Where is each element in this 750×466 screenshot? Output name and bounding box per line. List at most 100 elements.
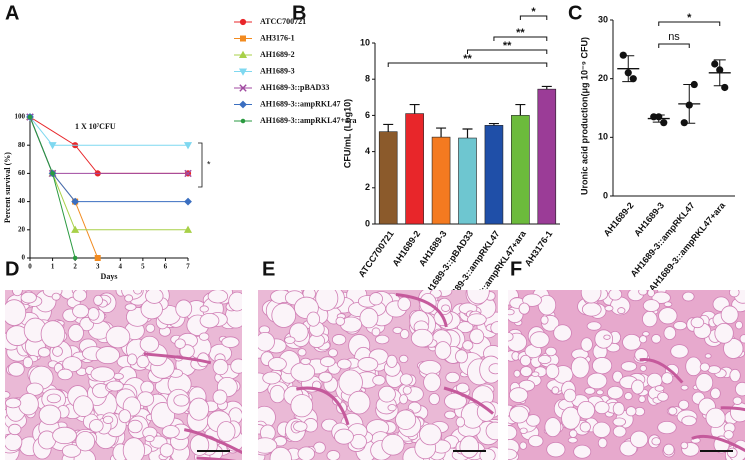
- alveolus: [469, 328, 485, 345]
- alveolus: [668, 406, 678, 416]
- alveolus: [5, 397, 22, 409]
- data-point: [721, 83, 729, 92]
- data-point: [650, 113, 658, 121]
- panel-label: F: [510, 258, 522, 280]
- legend-marker: [239, 84, 247, 92]
- alveolus: [258, 437, 278, 454]
- alveolus: [567, 437, 578, 444]
- alveolus: [40, 320, 66, 348]
- alveolus: [508, 425, 518, 441]
- alveolus: [8, 423, 22, 436]
- alveolus: [617, 307, 626, 315]
- alveolus: [174, 338, 186, 349]
- alveolus: [52, 346, 63, 357]
- alveolus: [490, 321, 498, 335]
- y-axis-label: CFU/mL (Log10): [342, 99, 352, 168]
- alveolus: [553, 324, 572, 342]
- alveolus: [456, 321, 474, 334]
- alveolus: [347, 390, 371, 415]
- alveolus: [93, 294, 103, 306]
- alveolus: [551, 386, 560, 395]
- alveolus: [545, 363, 560, 379]
- alveolus: [699, 362, 710, 372]
- x-tick-label: 7: [186, 263, 190, 271]
- y-tick-label: 100: [15, 113, 26, 121]
- alveolus: [508, 331, 514, 342]
- bar: [378, 131, 398, 225]
- alveolus: [20, 291, 37, 304]
- alveolus: [199, 305, 209, 313]
- x-tick-label: AH1689-2: [602, 200, 636, 238]
- alveolus: [133, 290, 143, 295]
- alveolus: [594, 401, 610, 415]
- alveolus: [642, 299, 660, 312]
- alveolus: [326, 450, 341, 460]
- alveolus: [638, 395, 646, 403]
- alveolus: [735, 320, 743, 330]
- alveolus: [537, 354, 552, 365]
- alveolus: [654, 385, 665, 392]
- alveolus: [173, 394, 190, 407]
- legend-marker: [240, 35, 246, 42]
- alveolus: [72, 304, 90, 319]
- legend-label: AH3176-1: [260, 33, 295, 42]
- alveolus: [290, 362, 316, 382]
- alveolus: [334, 428, 354, 445]
- alveolus: [87, 307, 100, 321]
- alveolus: [371, 327, 381, 337]
- alveolus: [714, 322, 734, 344]
- error-bar: [462, 128, 473, 139]
- alveolus: [52, 426, 77, 445]
- vessel: [443, 386, 495, 415]
- alveolus: [592, 421, 611, 438]
- vessel: [639, 357, 684, 384]
- alveolus: [258, 332, 275, 352]
- alveolus: [335, 316, 346, 326]
- alveolus: [207, 290, 229, 304]
- alveolus: [720, 305, 739, 325]
- significance-bracket: [493, 36, 548, 41]
- data-point: [660, 119, 668, 127]
- alveolus: [586, 321, 602, 331]
- alveolus: [419, 423, 442, 446]
- alveolus: [681, 415, 697, 427]
- alveolus: [678, 399, 690, 410]
- alveolus: [159, 443, 174, 458]
- alveolus: [290, 394, 314, 418]
- alveolus: [580, 290, 602, 304]
- histology-image: [5, 290, 242, 460]
- alveolus: [620, 361, 638, 372]
- alveolus: [519, 441, 528, 450]
- y-tick-label: 0: [365, 218, 370, 228]
- legend-label: AH1689-3::pBAD33: [260, 83, 329, 92]
- series-line: [29, 116, 76, 259]
- alveolus: [596, 389, 604, 396]
- alveolus: [513, 369, 521, 378]
- alveolus: [378, 385, 396, 403]
- alveolus: [11, 290, 23, 297]
- alveolus: [584, 387, 596, 395]
- alveolus: [488, 363, 498, 375]
- alveolus: [161, 425, 180, 439]
- alveolus: [402, 385, 412, 395]
- alveolus: [67, 323, 84, 343]
- legend-marker: [239, 100, 247, 109]
- alveolus: [651, 334, 662, 344]
- vessel: [296, 386, 350, 426]
- alveolus: [51, 292, 61, 301]
- alveolus: [423, 372, 442, 392]
- alveolus: [5, 391, 11, 399]
- alveolus: [729, 290, 740, 298]
- alveolus: [612, 402, 625, 416]
- alveolus: [459, 435, 480, 459]
- data-point: [624, 69, 632, 77]
- alveolus: [145, 323, 156, 333]
- alveolus: [198, 332, 210, 341]
- alveolus: [685, 356, 702, 377]
- alveolus: [624, 392, 633, 401]
- error-bar: [409, 103, 420, 114]
- alveolus: [212, 389, 228, 405]
- vessel: [395, 293, 448, 328]
- alveolus: [612, 425, 627, 438]
